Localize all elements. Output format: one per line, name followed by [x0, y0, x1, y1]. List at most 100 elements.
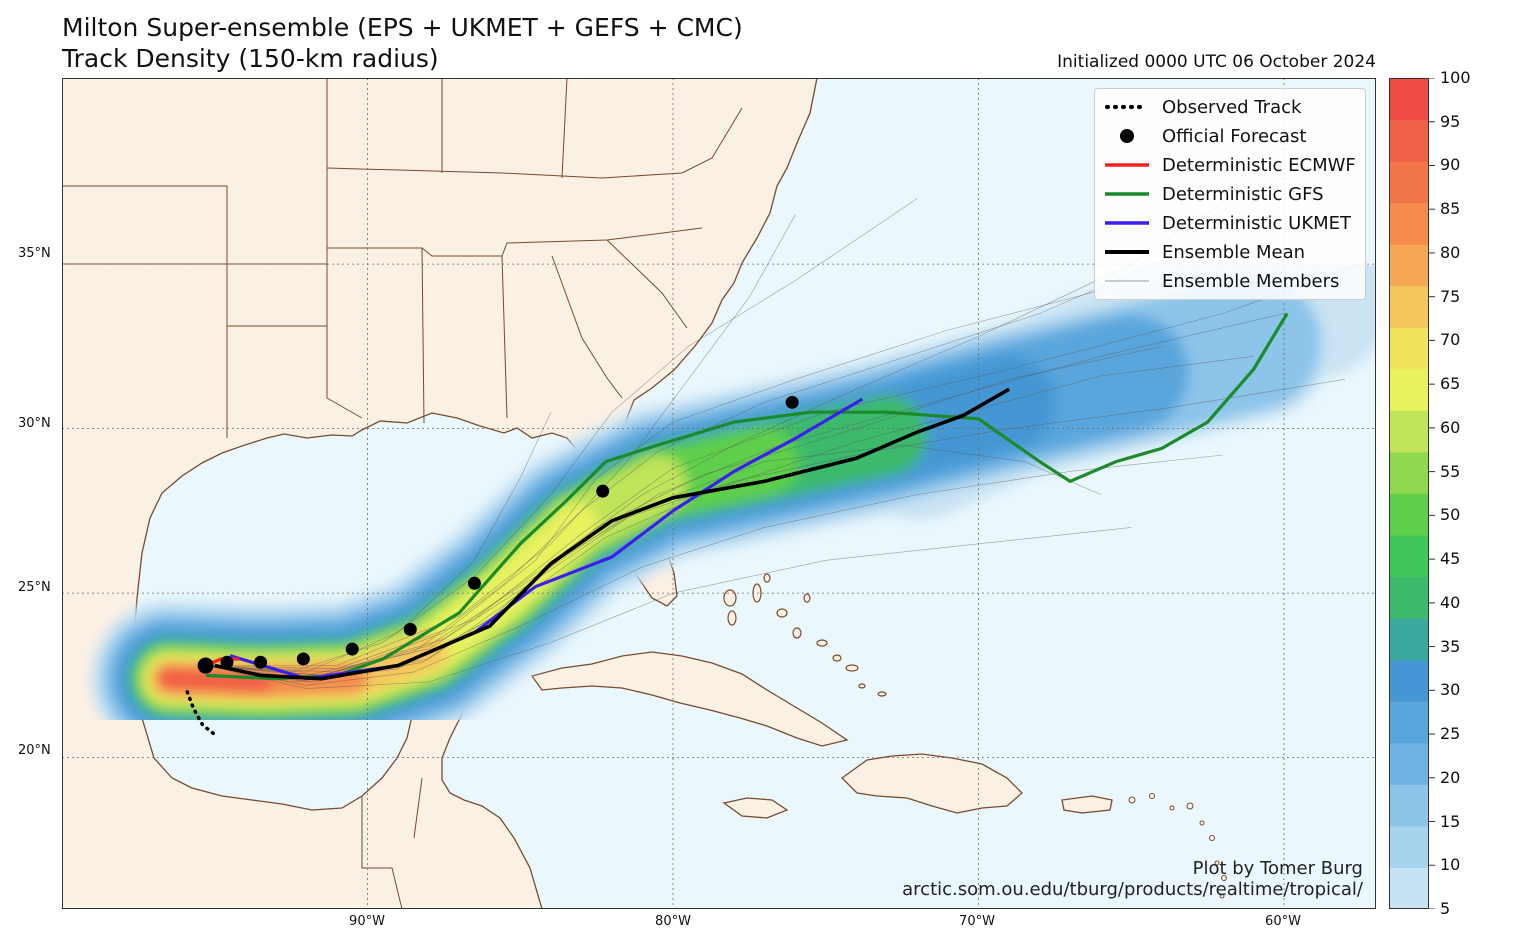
legend-label: Official Forecast: [1162, 126, 1307, 147]
colorbar-segment: [1389, 451, 1429, 494]
colorbar-tick-label: 20: [1440, 767, 1461, 787]
colorbar-tick-label: 80: [1440, 242, 1461, 262]
ensemble-member-track: [205, 454, 1223, 686]
official-forecast-point: [596, 484, 610, 498]
track-density-field: [91, 228, 1376, 760]
colorbar-tick-label: 35: [1440, 636, 1461, 656]
colorbar: [1389, 78, 1435, 909]
state-borders: [62, 78, 743, 909]
legend-symbol: [1120, 129, 1134, 143]
legend-symbol: [1105, 192, 1149, 196]
lon-label-70w: 70°W: [959, 914, 995, 929]
official-forecast-point: [296, 652, 310, 666]
ensemble-member-track: [205, 313, 1285, 676]
observed-track-line: [185, 690, 217, 737]
density-band-10: [157, 667, 272, 693]
official-forecast-point: [467, 576, 481, 590]
colorbar-tick-label: 5: [1440, 899, 1451, 918]
official-forecast-point: [254, 655, 268, 669]
colorbar-segment: [1389, 784, 1429, 827]
colorbar-tick-label: 85: [1440, 199, 1461, 219]
gfs-track: [205, 312, 1289, 681]
puerto-rico: [1061, 795, 1113, 814]
ensemble-mean-track: [214, 387, 1010, 681]
colorbar-tick-label: 95: [1440, 111, 1461, 131]
legend-item: Ensemble Mean: [1095, 238, 1365, 267]
lon-label-80w: 80°W: [655, 914, 691, 929]
official-forecast-point: [220, 655, 234, 669]
source-url: arctic.som.ou.edu/tburg/products/realtim…: [902, 879, 1363, 900]
colorbar-tick-label: 45: [1440, 549, 1461, 569]
legend-symbol: [1105, 221, 1149, 225]
lon-label-60w: 60°W: [1265, 914, 1301, 929]
legend-item: Official Forecast: [1095, 122, 1365, 151]
legend-label: Observed Track: [1162, 97, 1302, 118]
lat-label-25n: 25°N: [18, 580, 51, 595]
colorbar-segment: [1389, 368, 1429, 411]
legend-label: Ensemble Mean: [1162, 242, 1306, 263]
colorbar-segment: [1389, 119, 1429, 162]
legend-label: Deterministic ECMWF: [1162, 155, 1356, 176]
colorbar-tick-label: 90: [1440, 155, 1461, 175]
colorbar-segment: [1389, 161, 1429, 204]
legend-label: Deterministic UKMET: [1162, 213, 1352, 234]
colorbar-segment: [1389, 742, 1429, 785]
official-forecast-point: [403, 622, 417, 636]
initialization-time: Initialized 0000 UTC 06 October 2024: [1057, 52, 1376, 72]
legend-item: Deterministic UKMET: [1095, 209, 1365, 238]
legend-symbol: [1105, 105, 1149, 109]
colorbar-tick-label: 75: [1440, 286, 1461, 306]
ensemble-member-track: [205, 263, 1361, 670]
lesser-antilles: [1128, 793, 1227, 899]
legend-symbol: [1105, 280, 1149, 282]
legend-label: Ensemble Members: [1162, 271, 1340, 292]
legend-item: Ensemble Members: [1095, 267, 1365, 296]
lon-label-90w: 90°W: [349, 914, 385, 929]
colorbar-segment: [1389, 535, 1429, 578]
ensemble-member-track: [205, 412, 552, 673]
colorbar-tick-label: 25: [1440, 724, 1461, 744]
colorbar-tick-label: 40: [1440, 592, 1461, 612]
jamaica: [722, 797, 789, 819]
colorbar-tick-label: 50: [1440, 505, 1461, 525]
chart-subtitle: Track Density (150-km radius): [62, 44, 439, 73]
official-forecast-point: [197, 657, 214, 674]
ensemble-member-track: [205, 527, 1132, 689]
colorbar-segment: [1389, 244, 1429, 287]
legend-symbol: [1105, 250, 1149, 254]
chart-title: Milton Super-ensemble (EPS + UKMET + GEF…: [62, 13, 743, 42]
colorbar-segment: [1389, 327, 1429, 370]
colorbar-tick-label: 70: [1440, 330, 1461, 350]
colorbar-segment: [1389, 285, 1429, 328]
colorbar-segment: [1389, 618, 1429, 661]
legend-item: Observed Track: [1095, 93, 1365, 122]
legend-symbol: [1105, 163, 1149, 167]
colorbar-tick-label: 55: [1440, 461, 1461, 481]
colorbar-segment: [1389, 410, 1429, 453]
ensemble-member-track: [205, 214, 796, 666]
colorbar-tick-label: 30: [1440, 680, 1461, 700]
colorbar-segment: [1389, 202, 1429, 245]
colorbar-segment: [1389, 867, 1429, 909]
official-forecast-point: [785, 395, 799, 409]
observed-track: [185, 690, 217, 737]
bahamas: [723, 573, 887, 697]
lat-label-30n: 30°N: [18, 416, 51, 431]
colorbar-tick-label: 10: [1440, 855, 1461, 875]
cuba: [530, 651, 849, 747]
colorbar-segment: [1389, 78, 1429, 121]
lat-label-20n: 20°N: [18, 743, 51, 758]
colorbar-frame: [1389, 78, 1429, 909]
colorbar-tick-label: 100: [1440, 68, 1471, 87]
hispaniola: [840, 753, 1023, 814]
legend-item: Deterministic GFS: [1095, 180, 1365, 209]
colorbar-segment: [1389, 576, 1429, 619]
legend-label: Deterministic GFS: [1162, 184, 1324, 205]
deterministic-tracks: [204, 312, 1289, 681]
ensemble-member-track: [205, 198, 918, 673]
legend-item: Deterministic ECMWF: [1095, 151, 1365, 180]
colorbar-tick-label: 15: [1440, 811, 1461, 831]
official-forecast-points: [197, 395, 799, 674]
colorbar-tick-label: 60: [1440, 417, 1461, 437]
colorbar-segment: [1389, 825, 1429, 868]
